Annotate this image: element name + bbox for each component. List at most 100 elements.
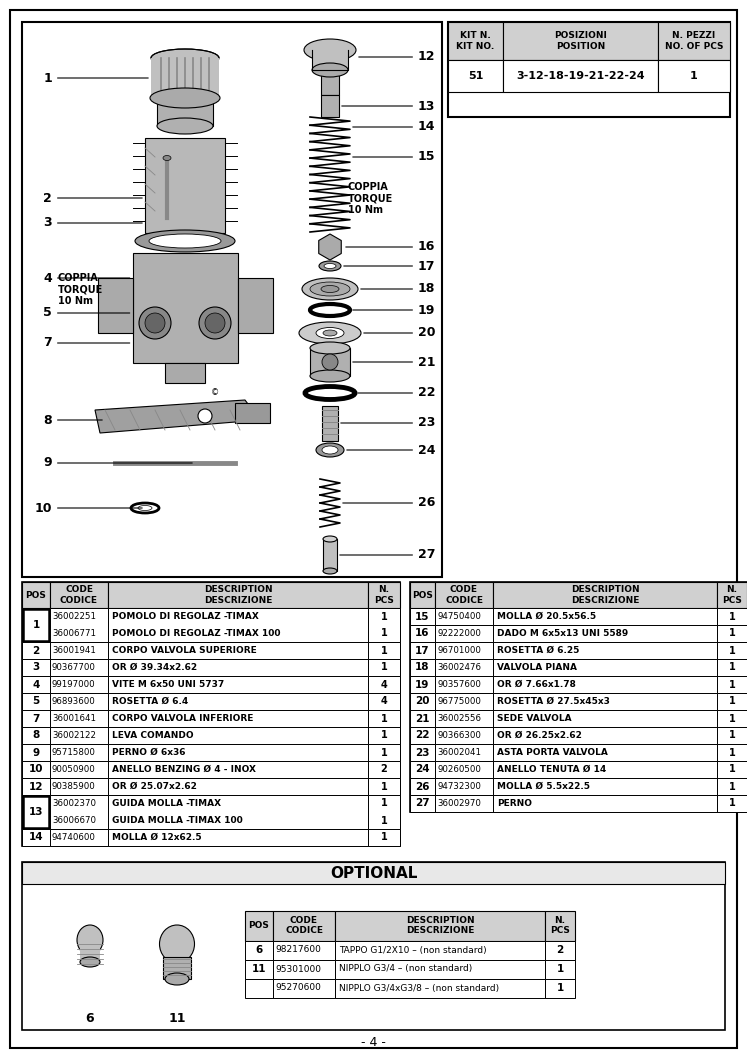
Bar bbox=[335, 941, 545, 960]
Bar bbox=[493, 710, 717, 727]
Text: 1: 1 bbox=[728, 679, 735, 690]
Bar bbox=[22, 727, 50, 744]
Bar bbox=[410, 642, 435, 659]
Bar bbox=[410, 625, 435, 642]
Bar bbox=[22, 608, 50, 642]
Bar bbox=[50, 778, 108, 795]
Bar bbox=[273, 979, 335, 998]
Text: 36001641: 36001641 bbox=[52, 714, 96, 723]
Bar bbox=[435, 642, 493, 659]
Text: DADO M 6x5x13 UNI 5589: DADO M 6x5x13 UNI 5589 bbox=[497, 630, 628, 638]
Text: 36002970: 36002970 bbox=[437, 799, 481, 808]
Bar bbox=[50, 582, 108, 608]
Bar bbox=[717, 761, 747, 778]
Bar bbox=[545, 911, 575, 941]
Text: 36002122: 36002122 bbox=[52, 731, 96, 740]
Bar bbox=[368, 829, 400, 846]
Bar bbox=[108, 676, 368, 693]
Text: DESCRIPTION
DESCRIZIONE: DESCRIPTION DESCRIZIONE bbox=[571, 585, 639, 605]
Bar bbox=[108, 829, 368, 846]
Text: VALVOLA PIANA: VALVOLA PIANA bbox=[497, 663, 577, 672]
Text: 22: 22 bbox=[358, 386, 436, 400]
Text: PERNO: PERNO bbox=[497, 799, 532, 808]
Bar bbox=[22, 693, 50, 710]
Text: 7: 7 bbox=[43, 336, 130, 349]
Bar bbox=[368, 727, 400, 744]
Text: 23: 23 bbox=[341, 417, 436, 430]
Bar bbox=[410, 778, 435, 795]
Bar bbox=[108, 582, 368, 608]
Bar bbox=[368, 744, 400, 761]
Bar bbox=[448, 22, 730, 117]
Text: 90357600: 90357600 bbox=[437, 680, 481, 689]
Text: 1: 1 bbox=[381, 816, 388, 825]
Text: 1: 1 bbox=[728, 645, 735, 656]
Text: TAPPO G1/2X10 – (non standard): TAPPO G1/2X10 – (non standard) bbox=[339, 946, 486, 954]
Bar bbox=[310, 348, 350, 376]
Text: POSIZIONI
POSITION: POSIZIONI POSITION bbox=[554, 32, 607, 51]
Bar bbox=[410, 795, 435, 811]
Text: 51: 51 bbox=[468, 71, 483, 81]
Text: 36002556: 36002556 bbox=[437, 714, 481, 723]
Bar bbox=[22, 862, 725, 1030]
Bar bbox=[368, 693, 400, 710]
Text: 1: 1 bbox=[728, 782, 735, 791]
Text: 4: 4 bbox=[32, 679, 40, 690]
Text: N.
PCS: N. PCS bbox=[374, 585, 394, 605]
Bar bbox=[145, 138, 225, 233]
Ellipse shape bbox=[316, 328, 344, 339]
Bar bbox=[368, 676, 400, 693]
Text: 90050900: 90050900 bbox=[52, 765, 96, 774]
Text: OR Ø 7.66x1.78: OR Ø 7.66x1.78 bbox=[497, 680, 576, 689]
Bar bbox=[22, 710, 50, 727]
Text: 1: 1 bbox=[381, 612, 388, 621]
Bar bbox=[368, 582, 400, 608]
Bar bbox=[493, 659, 717, 676]
Bar bbox=[493, 625, 717, 642]
Bar bbox=[108, 778, 368, 795]
Bar bbox=[717, 582, 747, 608]
Bar bbox=[435, 761, 493, 778]
Bar bbox=[435, 693, 493, 710]
Bar bbox=[50, 710, 108, 727]
Bar bbox=[493, 642, 717, 659]
Bar bbox=[50, 727, 108, 744]
Text: 1: 1 bbox=[728, 628, 735, 638]
Text: 94740600: 94740600 bbox=[52, 833, 96, 842]
Bar bbox=[273, 941, 335, 960]
Text: 21: 21 bbox=[353, 355, 436, 368]
Bar bbox=[545, 960, 575, 979]
Bar bbox=[245, 911, 273, 941]
Text: 96775000: 96775000 bbox=[437, 697, 481, 706]
Circle shape bbox=[198, 409, 212, 423]
Bar bbox=[108, 608, 368, 642]
Text: ROSETTA Ø 6.4: ROSETTA Ø 6.4 bbox=[112, 697, 188, 706]
Text: 6: 6 bbox=[86, 1011, 94, 1024]
Text: 27: 27 bbox=[415, 799, 430, 808]
Bar bbox=[448, 60, 503, 92]
Text: ANELLO TENUTA Ø 14: ANELLO TENUTA Ø 14 bbox=[497, 765, 607, 774]
Text: 36002251: 36002251 bbox=[52, 612, 96, 621]
Bar bbox=[435, 727, 493, 744]
Bar bbox=[50, 608, 108, 642]
Text: 96893600: 96893600 bbox=[52, 697, 96, 706]
Text: CODE
CODICE: CODE CODICE bbox=[60, 585, 98, 605]
Text: 1: 1 bbox=[381, 730, 388, 741]
Text: 1: 1 bbox=[728, 612, 735, 621]
Bar bbox=[108, 795, 368, 829]
Text: OR Ø 26.25x2.62: OR Ø 26.25x2.62 bbox=[497, 731, 582, 740]
Bar bbox=[22, 676, 50, 693]
Ellipse shape bbox=[323, 330, 337, 336]
Text: 17: 17 bbox=[344, 259, 436, 273]
Ellipse shape bbox=[319, 261, 341, 271]
Bar bbox=[493, 608, 717, 625]
Text: 6: 6 bbox=[255, 945, 263, 955]
Bar bbox=[545, 941, 575, 960]
Bar bbox=[493, 727, 717, 744]
Bar bbox=[493, 795, 717, 811]
Text: 1: 1 bbox=[728, 696, 735, 707]
Text: 1: 1 bbox=[381, 833, 388, 842]
Bar bbox=[435, 795, 493, 811]
Text: 1: 1 bbox=[728, 730, 735, 741]
Text: 15: 15 bbox=[415, 612, 430, 621]
